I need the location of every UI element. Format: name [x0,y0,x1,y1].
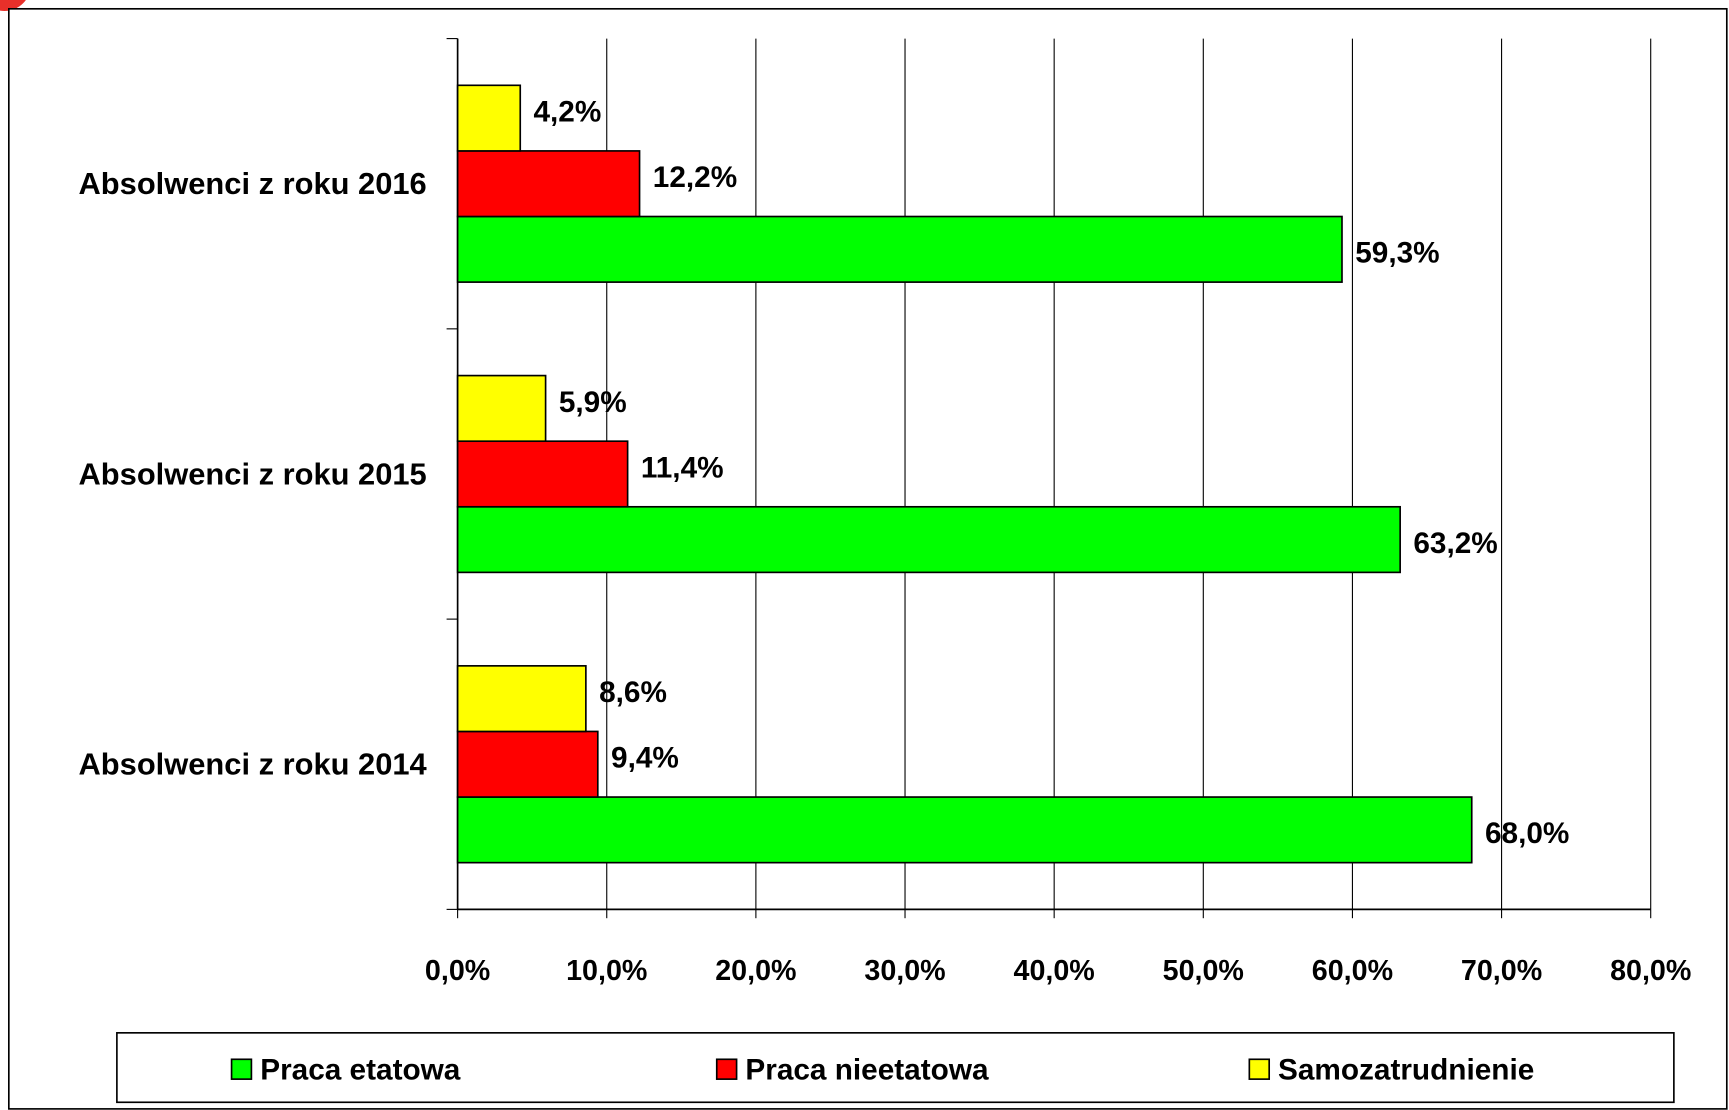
bar [456,84,522,152]
legend-swatch [1248,1058,1271,1080]
x-tick-label: 40,0% [1014,955,1095,987]
value-label: 11,4% [641,451,724,484]
corner-badge [0,0,26,12]
x-tick-label: 20,0% [715,955,796,987]
value-label: 59,3% [1355,237,1439,270]
legend [116,1032,1675,1104]
legend-swatch [230,1058,253,1080]
value-label: 8,6% [599,676,667,709]
x-tick-label: 60,0% [1312,955,1393,987]
value-label: 9,4% [611,742,679,775]
x-tick-label: 50,0% [1163,955,1244,987]
value-label: 5,9% [559,386,627,419]
bar [456,730,599,798]
value-label: 68,0% [1485,817,1569,850]
bar [456,374,547,443]
x-tick-label: 80,0% [1610,955,1691,987]
category-label: Absolwenci z roku 2014 [79,747,427,782]
legend-label: Praca nieetatowa [745,1053,989,1086]
x-tick-label: 0,0% [425,955,490,987]
legend-swatch [715,1058,738,1080]
bar [456,150,641,218]
chart-border [7,7,1728,1110]
value-label: 12,2% [653,161,737,194]
legend-label: Samozatrudnienie [1278,1053,1534,1086]
x-tick-label: 70,0% [1461,955,1542,987]
bar [456,505,1401,574]
category-label: Absolwenci z roku 2016 [79,166,427,201]
bar [456,796,1473,864]
bar [456,440,629,508]
value-label: 4,2% [533,96,601,129]
x-tick-label: 10,0% [566,955,647,987]
x-tick-label: 30,0% [864,955,945,987]
value-label: 63,2% [1413,527,1497,560]
category-label: Absolwenci z roku 2015 [79,456,427,491]
legend-label: Praca etatowa [260,1053,461,1086]
bar [456,665,587,733]
bar [456,215,1343,283]
